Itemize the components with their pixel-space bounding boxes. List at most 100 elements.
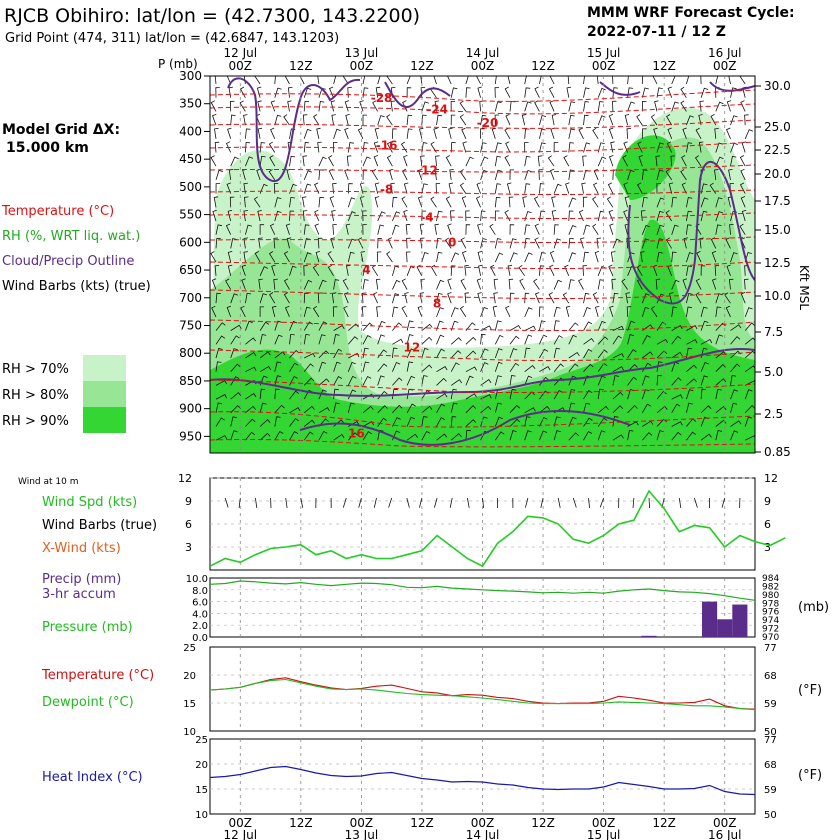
wind-barb <box>610 251 616 263</box>
wind-barb <box>450 402 458 413</box>
wind-barb <box>450 142 456 153</box>
pressure-tick-label: 800 <box>179 346 202 360</box>
wind-barb <box>509 224 515 235</box>
wind-barb <box>333 76 337 85</box>
wind-barb <box>612 325 624 331</box>
wind-barb <box>259 183 268 194</box>
wind-barb <box>436 393 448 400</box>
wind-barb <box>612 375 619 386</box>
wind-barb <box>403 182 409 194</box>
wind-barb <box>539 76 542 85</box>
wind-barb <box>406 361 414 372</box>
wind-barb <box>568 279 575 290</box>
wind-barb <box>303 238 311 249</box>
surface-wind-barb <box>467 497 470 508</box>
wind-tick-right: 12 <box>764 472 778 485</box>
wind-barb <box>641 224 650 235</box>
wind-barb <box>362 265 370 276</box>
wind-tick-right: 9 <box>764 495 771 508</box>
surface-wind-barb <box>419 497 423 508</box>
temperature-unit-f: (°F) <box>798 683 822 698</box>
pressure-tick-label: 550 <box>179 208 202 222</box>
wind-barb <box>361 306 367 317</box>
wind-barb <box>465 87 471 98</box>
temp-tick-f: 50 <box>764 727 777 738</box>
wind-barb <box>477 223 482 235</box>
temperature-panel: Temperature (°C) Dewpoint (°C) (°F) 10 15… <box>41 643 822 738</box>
wind-barb <box>583 87 590 98</box>
heat-index-unit-f: (°F) <box>798 768 822 783</box>
wind-barb <box>303 183 312 194</box>
wind-barb <box>480 333 486 345</box>
wind-barb <box>230 324 242 331</box>
wind-barb <box>302 155 307 167</box>
wind-barb <box>638 155 643 167</box>
pressure-label: Pressure (mb) <box>42 620 133 635</box>
model-grid-value: 15.000 km <box>6 140 89 156</box>
wind-barb <box>476 76 481 85</box>
wind-barb <box>551 114 557 126</box>
wind-barb <box>421 347 429 359</box>
wind-barb <box>597 115 606 126</box>
wind-barb <box>583 251 589 263</box>
wind-barb <box>225 278 232 290</box>
wind-barb <box>494 114 500 126</box>
precip-bar <box>732 604 748 637</box>
wind-barb <box>254 76 261 85</box>
wind-barb <box>480 114 487 126</box>
wind-barb <box>686 224 692 235</box>
pressure-tick-label: 850 <box>179 374 202 388</box>
bottom-day-labels: 12 Jul 13 Jul 14 Jul 15 Jul 16 Jul <box>223 828 741 840</box>
wind-barb <box>406 237 411 249</box>
wind-barb <box>668 182 674 194</box>
wind-barb <box>715 224 722 235</box>
surface-wind-barb <box>449 497 453 508</box>
wind-barb <box>225 141 232 153</box>
wind-barb <box>230 430 238 441</box>
height-tick-label: 0.85 <box>764 445 791 459</box>
wind-barb <box>436 433 448 441</box>
wind-barb <box>494 155 501 167</box>
wind-barb <box>450 307 459 318</box>
wind-barb <box>450 87 458 98</box>
wind-barb <box>230 348 238 359</box>
hi-tick-c: 20 <box>195 760 208 771</box>
wind-barb <box>680 100 687 112</box>
wind-barb <box>509 252 518 263</box>
wind-barb <box>715 101 724 112</box>
wind-barb <box>435 155 440 167</box>
wind-barb <box>666 114 673 126</box>
wind-barb <box>695 223 702 235</box>
wind-barb <box>650 306 658 318</box>
temp-tick-f: 68 <box>764 671 777 682</box>
wind-barb <box>406 128 413 139</box>
isotherm-label: -16 <box>376 138 398 152</box>
wind-barb <box>269 292 276 304</box>
wind-barb <box>534 100 540 112</box>
wind-barb <box>656 210 664 222</box>
wind-barb <box>597 156 607 167</box>
wind-barb <box>243 237 249 249</box>
wind-barb <box>568 252 577 263</box>
wind-barb <box>465 224 471 235</box>
wind-barb <box>284 76 290 85</box>
wind-barb <box>449 169 454 180</box>
dewpoint-label: Dewpoint (°C) <box>42 695 134 710</box>
wind-barb <box>417 196 423 208</box>
wind-barb <box>257 100 262 112</box>
wind-barb <box>434 223 439 235</box>
isotherm-label: 4 <box>362 263 370 277</box>
temp-tick-c: 25 <box>183 643 196 654</box>
precip-bar <box>641 635 657 637</box>
wind-barb <box>283 251 290 263</box>
wind-barb <box>274 87 282 98</box>
wind-barb <box>289 333 295 345</box>
wind-barb <box>534 292 540 304</box>
wind-barb <box>583 430 593 441</box>
xwind-label: X-Wind (kts) <box>42 541 121 556</box>
wind-barb <box>553 183 562 194</box>
wind-barb <box>715 406 727 414</box>
wind-barb <box>359 196 365 208</box>
wind-barb <box>509 375 516 386</box>
